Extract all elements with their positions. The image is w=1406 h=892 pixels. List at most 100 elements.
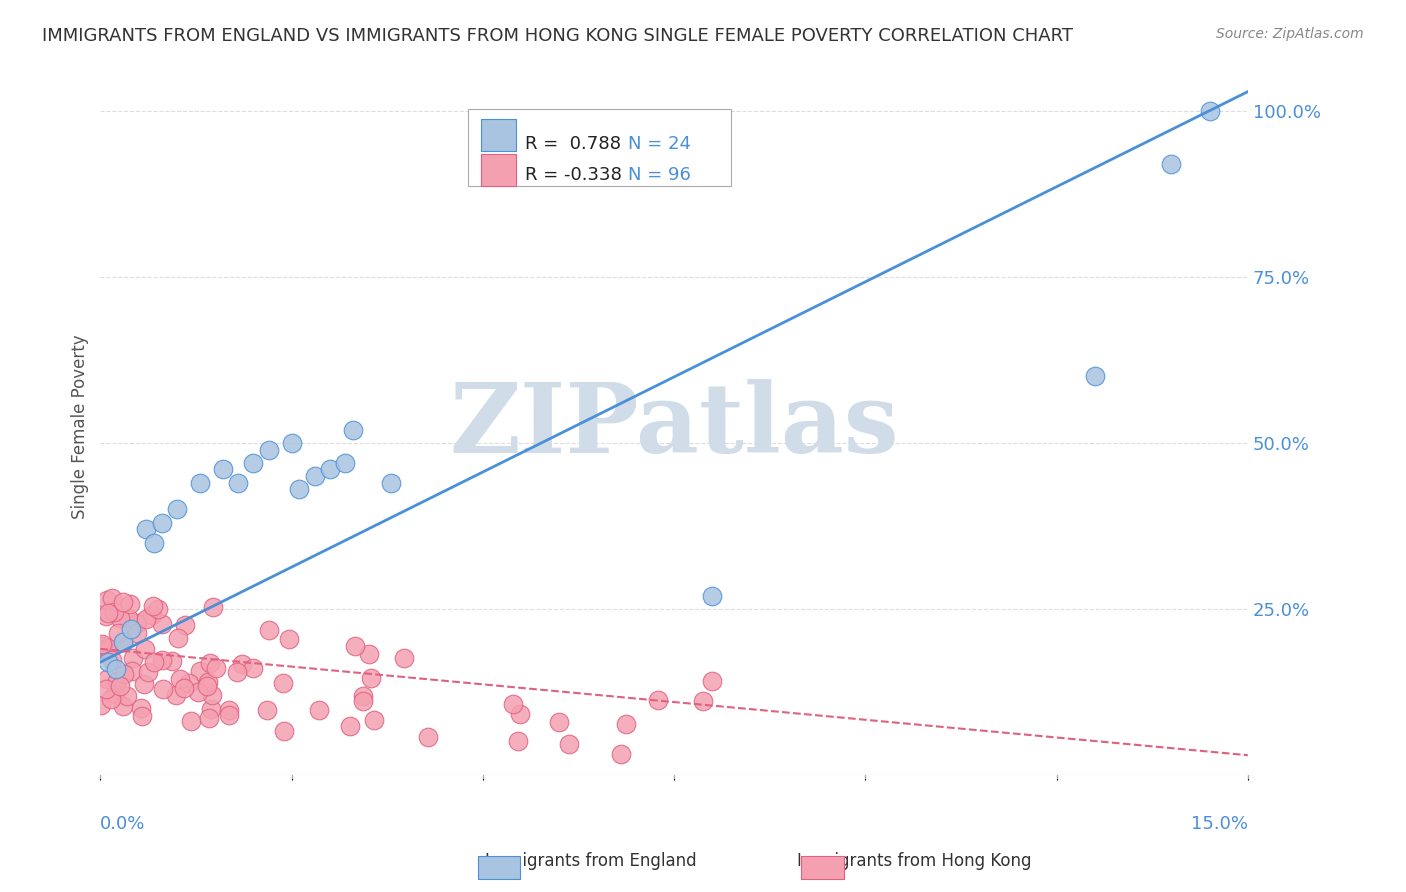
Point	[1160, 157, 1182, 171]
Point	[198, 710, 221, 724]
Point	[242, 661, 264, 675]
Point	[257, 442, 280, 457]
Point	[110, 611, 132, 625]
Point	[1084, 369, 1107, 384]
Point	[90, 698, 112, 712]
Text: N = 96: N = 96	[628, 166, 692, 184]
Point	[502, 697, 524, 711]
Point	[112, 698, 135, 713]
Point	[614, 717, 637, 731]
Point	[142, 599, 165, 613]
Point	[200, 702, 222, 716]
Point	[117, 689, 139, 703]
Point	[201, 599, 224, 614]
Point	[169, 672, 191, 686]
Point	[122, 650, 145, 665]
Text: Source: ZipAtlas.com: Source: ZipAtlas.com	[1216, 27, 1364, 41]
Point	[352, 694, 374, 708]
Point	[132, 677, 155, 691]
Point	[104, 687, 127, 701]
Point	[150, 617, 173, 632]
Point	[105, 674, 128, 689]
Point	[179, 676, 201, 690]
Point	[152, 681, 174, 696]
Point	[100, 692, 122, 706]
Point	[610, 747, 633, 761]
Point	[392, 651, 415, 665]
Point	[242, 456, 264, 470]
Text: Immigrants from Hong Kong: Immigrants from Hong Kong	[797, 852, 1031, 870]
Point	[117, 610, 139, 624]
Text: N = 24: N = 24	[628, 135, 692, 153]
Point	[195, 679, 218, 693]
Point	[112, 667, 135, 681]
Point	[218, 708, 240, 723]
Point	[273, 723, 295, 738]
Point	[97, 606, 120, 620]
Point	[120, 598, 142, 612]
Point	[548, 714, 571, 729]
Point	[188, 475, 211, 490]
Point	[508, 734, 530, 748]
Point	[96, 672, 118, 686]
Point	[148, 602, 170, 616]
Point	[152, 653, 174, 667]
Point	[141, 607, 163, 622]
Point	[319, 462, 342, 476]
Text: ZIPatlas: ZIPatlas	[450, 379, 898, 474]
Point	[304, 469, 326, 483]
Point	[96, 609, 118, 624]
Point	[94, 682, 117, 697]
Point	[197, 674, 219, 689]
Point	[131, 709, 153, 723]
Point	[692, 694, 714, 708]
Point	[135, 612, 157, 626]
Point	[357, 648, 380, 662]
Point	[256, 703, 278, 717]
Text: R = -0.338: R = -0.338	[524, 166, 621, 184]
Point	[343, 640, 366, 654]
Point	[162, 654, 184, 668]
Point	[120, 622, 142, 636]
Point	[135, 522, 157, 536]
FancyBboxPatch shape	[481, 154, 516, 186]
Point	[112, 635, 135, 649]
Point	[509, 707, 531, 722]
Point	[180, 714, 202, 728]
Point	[101, 652, 124, 666]
Point	[104, 662, 127, 676]
Point	[103, 605, 125, 619]
Point	[107, 626, 129, 640]
Point	[91, 639, 114, 653]
Point	[218, 703, 240, 717]
Point	[125, 616, 148, 631]
Point	[226, 475, 249, 490]
Point	[142, 535, 165, 549]
Point	[108, 679, 131, 693]
Point	[360, 671, 382, 685]
Point	[333, 456, 356, 470]
Point	[121, 664, 143, 678]
Point	[1198, 103, 1220, 118]
Point	[97, 655, 120, 669]
Point	[97, 640, 120, 655]
Point	[257, 624, 280, 638]
Point	[647, 693, 669, 707]
Point	[174, 618, 197, 632]
FancyBboxPatch shape	[481, 120, 516, 151]
FancyBboxPatch shape	[468, 109, 731, 186]
Point	[112, 634, 135, 648]
Point	[96, 593, 118, 607]
Point	[134, 642, 156, 657]
Point	[342, 423, 364, 437]
Point	[288, 483, 311, 497]
Point	[380, 475, 402, 490]
Point	[308, 702, 330, 716]
Point	[352, 689, 374, 703]
Point	[205, 661, 228, 675]
Point	[91, 637, 114, 651]
Point	[280, 436, 302, 450]
Point	[363, 713, 385, 727]
Point	[187, 685, 209, 699]
Text: 0.0%: 0.0%	[100, 815, 146, 833]
